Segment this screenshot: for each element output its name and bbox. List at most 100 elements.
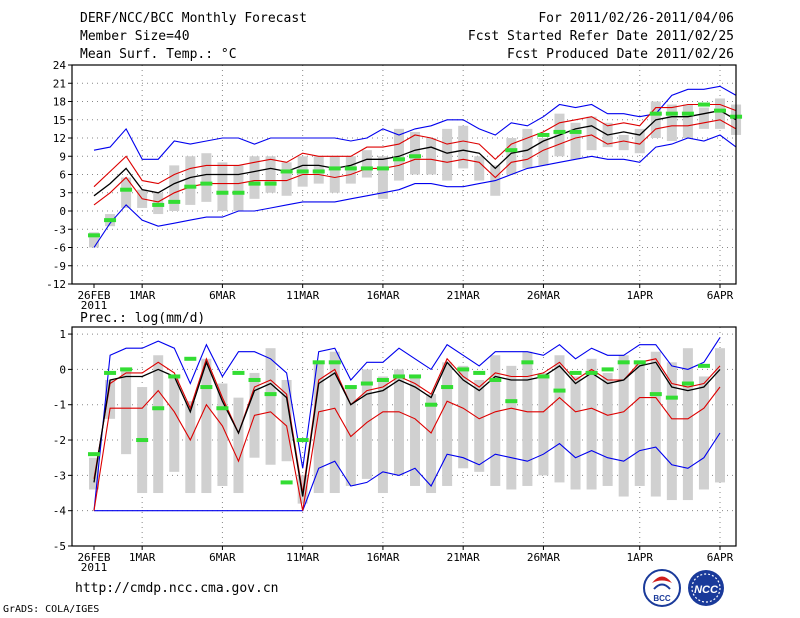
ensemble-box: [233, 397, 244, 494]
produced-date-label: Fcst Produced Date 2011/02/26: [507, 47, 734, 62]
y-tick-label: -5: [53, 540, 66, 553]
ensemble-box: [570, 376, 581, 490]
ensemble-box: [217, 383, 228, 486]
observed-marker: [649, 392, 662, 397]
y-tick-label: 9: [59, 150, 66, 163]
ensemble-box: [153, 355, 164, 494]
observed-marker: [264, 392, 277, 397]
observed-marker: [152, 202, 165, 207]
observed-marker: [200, 181, 213, 186]
observed-marker: [376, 377, 389, 382]
agency-logos: BCC NCC: [643, 569, 724, 607]
observed-marker: [344, 385, 357, 390]
observed-marker: [104, 218, 117, 223]
series-mean-line: [93, 109, 737, 197]
ensemble-box: [393, 369, 404, 476]
variable-label: Mean Surf. Temp.: °C: [80, 47, 237, 62]
observed-marker: [489, 377, 502, 382]
observed-marker: [168, 374, 181, 379]
ensemble-box: [618, 134, 629, 151]
observed-marker: [569, 370, 582, 375]
observed-marker: [248, 377, 261, 382]
ensemble-box: [185, 401, 196, 494]
panel-2: Prec.: log(mm/d) -5 -4 -3 -2 -1 0 1 26FEB 1MAR 6MA…: [53, 311, 737, 574]
observed-marker: [697, 363, 710, 368]
ensemble-box: [393, 128, 404, 181]
observed-marker: [409, 154, 422, 159]
y-tick-label: -2: [53, 434, 66, 447]
ensemble-box: [650, 351, 661, 497]
observed-marker: [328, 166, 341, 171]
ensemble-box: [602, 372, 613, 486]
ensemble-box: [281, 162, 292, 196]
ensemble-box: [169, 376, 180, 472]
observed-marker: [280, 480, 293, 485]
ensemble-box: [89, 232, 99, 248]
y-tick-label: 18: [53, 96, 66, 109]
ensemble-box: [634, 362, 645, 486]
observed-marker: [200, 385, 213, 390]
observed-marker: [521, 360, 534, 365]
observed-marker: [649, 111, 662, 116]
y-tick-label: -12: [46, 278, 66, 291]
y-tick-label: 21: [53, 77, 66, 90]
observed-marker: [216, 190, 229, 195]
x-tick-label: 1APR: [626, 289, 653, 302]
observed-marker: [264, 181, 277, 186]
ensemble-box: [249, 156, 260, 199]
ensemble-box: [265, 156, 276, 193]
observed-marker: [601, 367, 614, 372]
ensemble-box: [426, 138, 437, 175]
ensemble-box: [522, 351, 533, 486]
observed-marker: [553, 388, 566, 393]
observed-marker: [457, 367, 470, 372]
observed-marker: [392, 157, 405, 162]
observed-marker: [88, 452, 100, 457]
observed-marker: [537, 374, 550, 379]
ensemble-box: [377, 376, 388, 494]
ensemble-box: [201, 358, 212, 494]
series-max-line: [93, 85, 737, 160]
observed-marker: [376, 166, 389, 171]
ensemble-box: [313, 362, 324, 494]
observed-marker: [553, 129, 566, 134]
ensemble-box: [506, 138, 517, 175]
observed-marker: [328, 360, 341, 365]
observed-marker: [136, 438, 149, 443]
ensemble-box: [698, 376, 709, 490]
ensemble-box: [634, 128, 645, 154]
observed-marker: [232, 190, 245, 195]
x-tick-label: 26MAR: [527, 289, 560, 302]
bcc-logo: BCC: [643, 569, 681, 607]
ensemble-box: [329, 351, 340, 494]
ensemble-box: [105, 379, 116, 419]
ensemble-box: [586, 116, 597, 151]
observed-marker: [280, 169, 293, 174]
ensemble-box: [698, 107, 709, 129]
ensemble-box: [329, 156, 340, 193]
x-tick-label: 11MAR: [286, 551, 319, 564]
observed-marker: [441, 385, 454, 390]
y-tick-label: -1: [53, 399, 66, 412]
ensemble-box: [538, 138, 549, 166]
ensemble-box: [666, 104, 677, 142]
observed-marker: [681, 111, 694, 116]
series-upper-line: [93, 357, 721, 494]
observed-marker: [120, 187, 133, 192]
refer-date-label: Fcst Started Refer Date 2011/02/25: [467, 29, 734, 44]
ensemble-box: [361, 369, 372, 479]
ensemble-box: [265, 348, 276, 465]
ensemble-box: [442, 128, 453, 181]
observed-marker: [104, 370, 117, 375]
source-link[interactable]: http://cmdp.ncc.cma.gov.cn: [75, 581, 279, 596]
ensemble-box: [682, 348, 693, 501]
y-tick-label: 0: [59, 205, 66, 218]
y-tick-label: 24: [53, 59, 67, 72]
ensemble-box: [538, 372, 549, 476]
observed-marker: [312, 360, 325, 365]
observed-marker: [633, 360, 646, 365]
observed-marker: [120, 367, 133, 372]
ensemble-box: [474, 156, 485, 181]
observed-marker: [392, 374, 405, 379]
